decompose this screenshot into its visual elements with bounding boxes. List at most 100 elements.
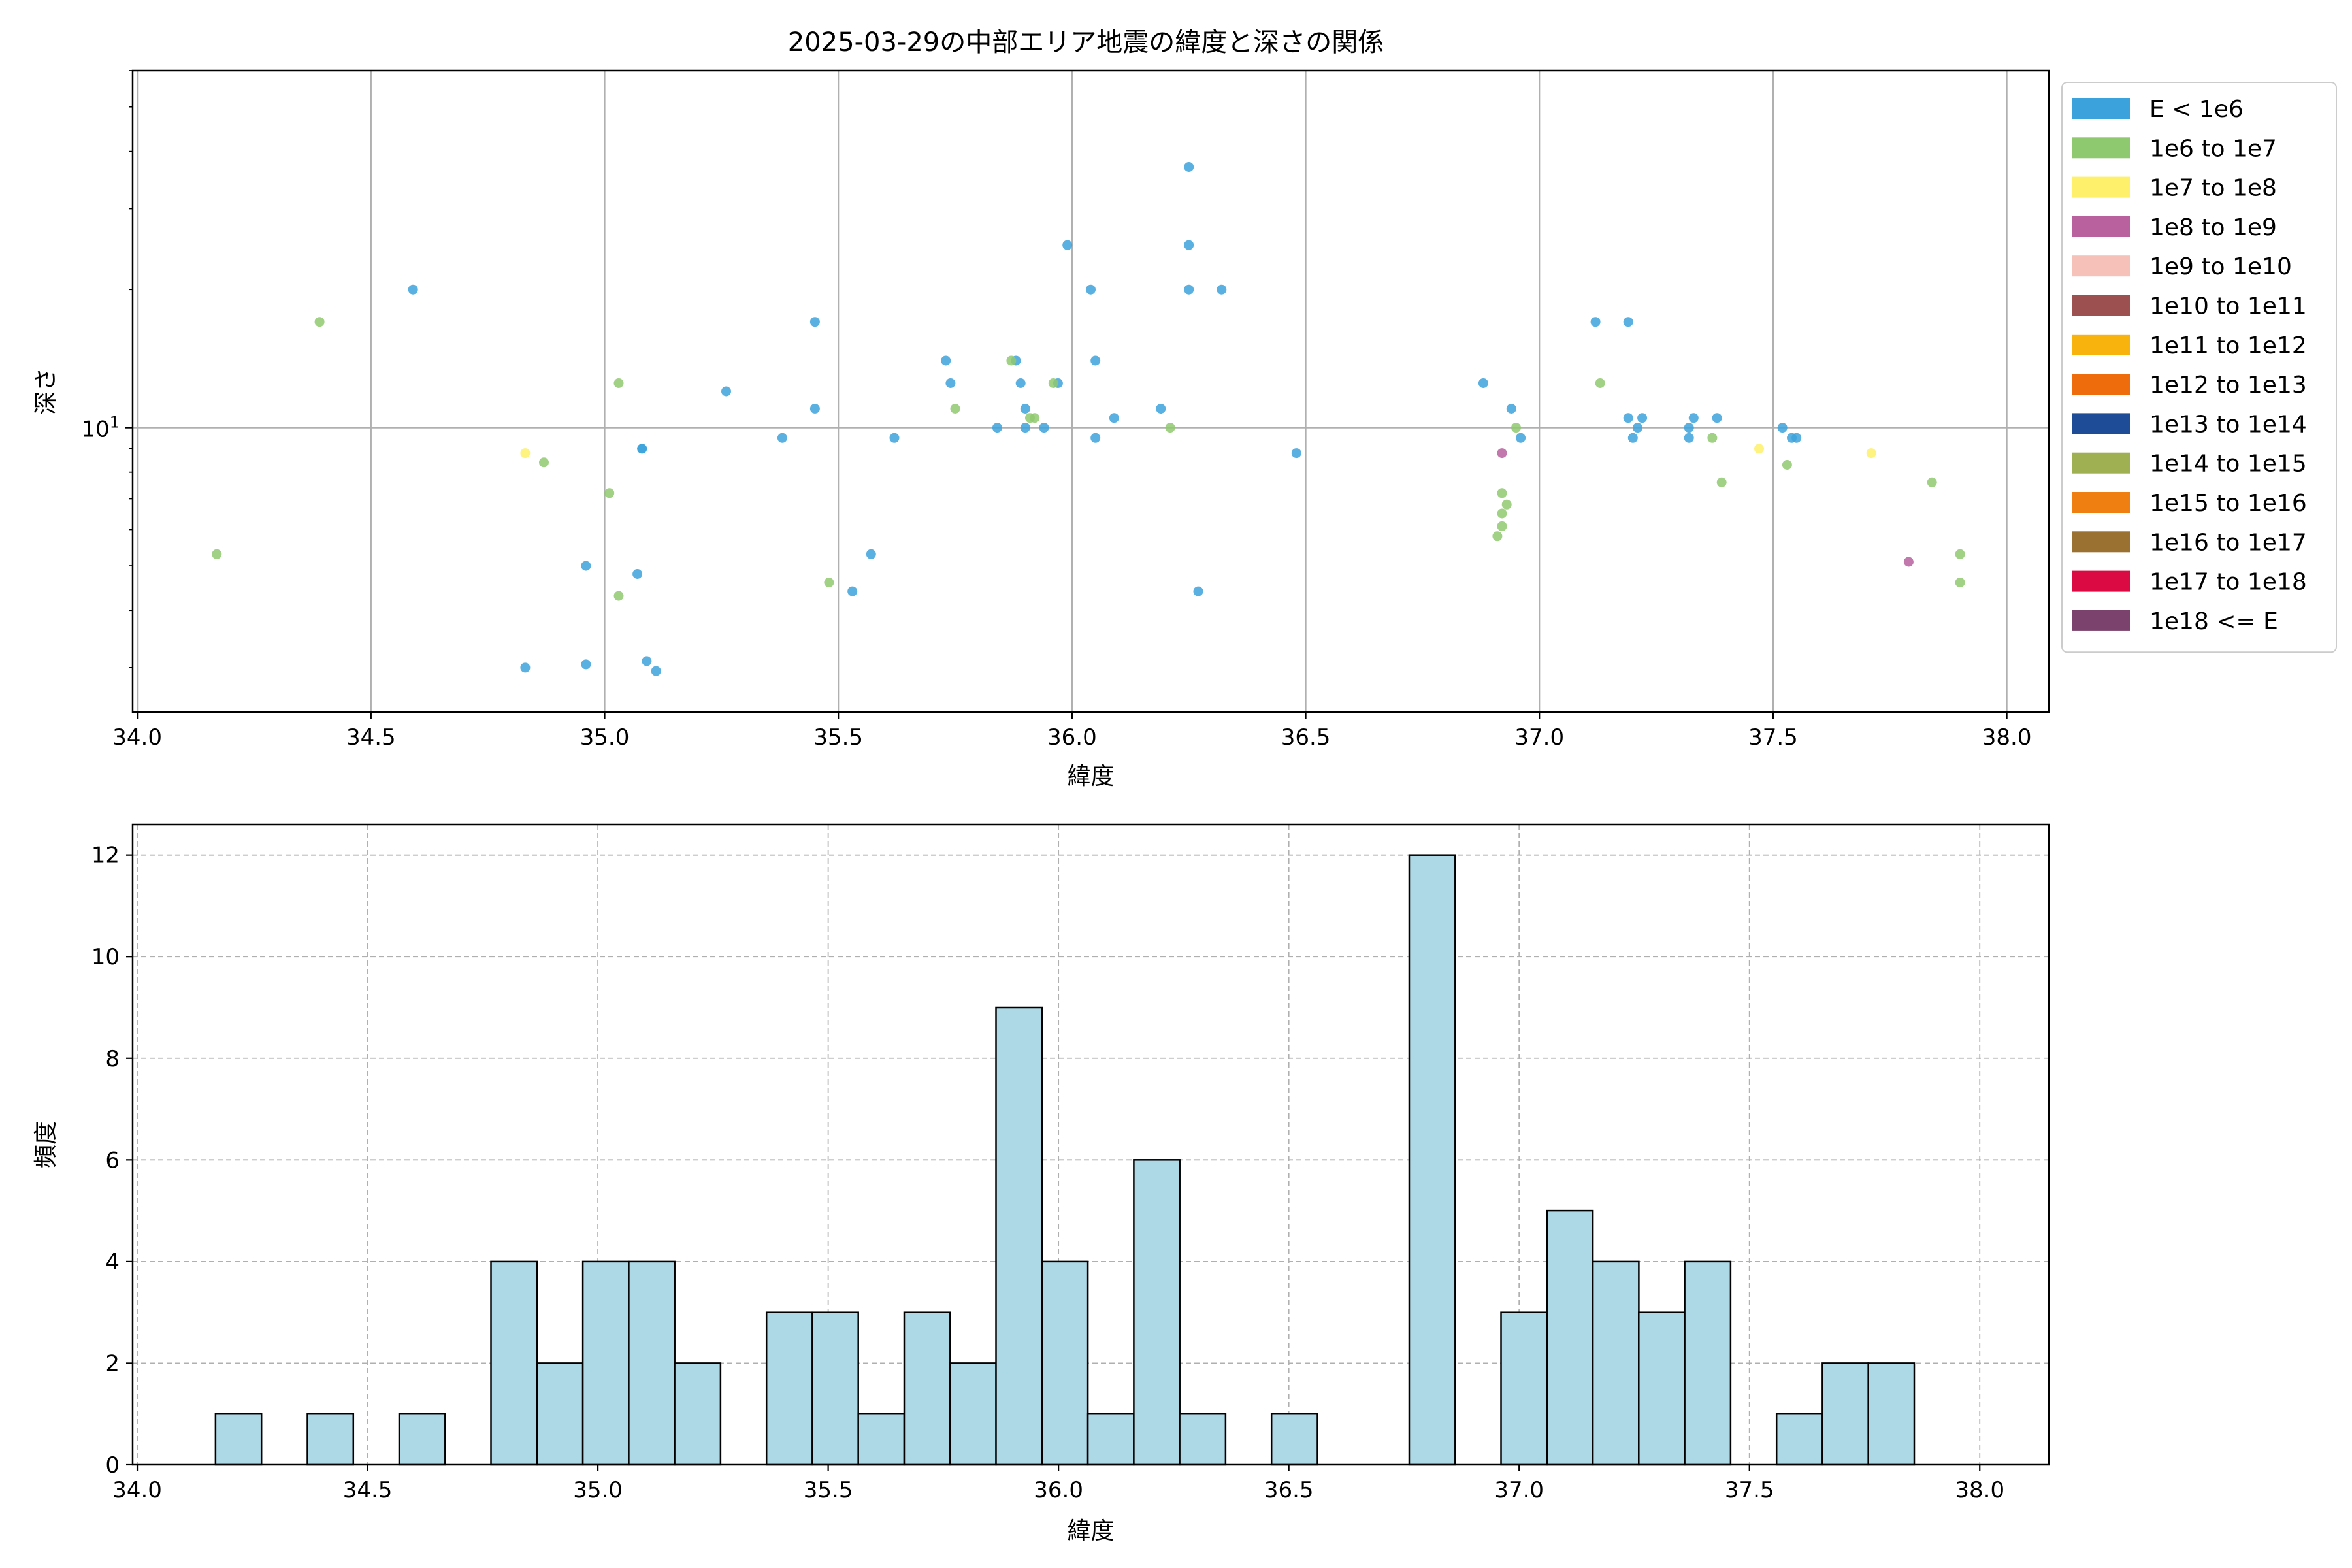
scatter-point — [992, 423, 1002, 433]
scatter-point — [1684, 433, 1694, 443]
legend-label: 1e11 to 1e12 — [2149, 333, 2307, 359]
legend-label: 1e18 <= E — [2149, 608, 2278, 635]
legend: E < 1e6 1e6 to 1e7 1e7 to 1e8 1e8 to 1e9 1e9… — [2061, 82, 2337, 653]
histogram-y-tick-label: 12 — [91, 843, 120, 869]
scatter-point — [941, 355, 951, 366]
scatter-x-tick-label: 38.0 — [1982, 725, 2032, 751]
histogram-x-tick-label: 36.0 — [1034, 1477, 1083, 1503]
histogram-bar — [811, 1311, 859, 1466]
histogram-y-tick-label: 0 — [105, 1452, 120, 1478]
legend-swatch — [2072, 216, 2130, 237]
histogram-y-tick-label: 2 — [105, 1350, 120, 1377]
legend-label: 1e15 to 1e16 — [2149, 490, 2307, 517]
scatter-point — [1062, 240, 1073, 250]
scatter-point — [1193, 586, 1203, 596]
legend-label: 1e13 to 1e14 — [2149, 411, 2307, 438]
scatter-plot-frame — [131, 69, 2050, 713]
legend-label: 1e17 to 1e18 — [2149, 569, 2307, 596]
scatter-point — [945, 378, 956, 388]
histogram-bar — [1270, 1413, 1318, 1466]
scatter-point — [889, 433, 900, 443]
legend-swatch — [2072, 374, 2130, 395]
histogram-x-tick-label: 37.5 — [1725, 1477, 1774, 1503]
histogram-bar — [995, 1006, 1043, 1466]
scatter-point — [1716, 477, 1727, 487]
scatter-point — [1684, 423, 1694, 433]
scatter-point — [212, 549, 222, 559]
legend-label: 1e16 to 1e17 — [2149, 529, 2307, 556]
scatter-x-tick-label: 34.0 — [112, 725, 162, 751]
scatter-point — [1501, 499, 1512, 510]
scatter-point — [1165, 423, 1175, 433]
scatter-point — [824, 578, 834, 587]
scatter-point — [809, 404, 820, 414]
scatter-point — [1927, 477, 1937, 487]
histogram-bar — [1775, 1413, 1823, 1466]
histogram-y-tick-label: 8 — [105, 1046, 120, 1072]
scatter-point — [1090, 433, 1101, 443]
histogram-bar — [306, 1413, 355, 1466]
scatter-point — [1595, 378, 1605, 388]
scatter-point — [1497, 488, 1507, 498]
scatter-chart-title: 2025-03-29の中部エリア地震の緯度と深さの関係 — [788, 27, 1384, 57]
scatter-point — [1006, 355, 1017, 366]
scatter-point — [1039, 423, 1049, 433]
scatter-point — [651, 666, 661, 676]
histogram-x-axis-label: 緯度 — [1067, 1518, 1114, 1544]
scatter-point — [1511, 423, 1521, 433]
scatter-point — [1156, 404, 1166, 414]
scatter-point — [1866, 448, 1876, 459]
legend-swatch — [2072, 452, 2130, 474]
scatter-point — [1712, 413, 1722, 423]
scatter-point — [1623, 317, 1633, 327]
legend-label: 1e12 to 1e13 — [2149, 372, 2307, 399]
histogram-bar — [1133, 1159, 1181, 1466]
histogram-bar — [1041, 1260, 1089, 1466]
histogram-bar — [628, 1260, 676, 1466]
scatter-point — [604, 488, 615, 498]
legend-label: 1e9 to 1e10 — [2149, 253, 2292, 280]
scatter-x-tick-label: 35.5 — [813, 725, 863, 751]
histogram-bar — [398, 1413, 446, 1466]
histogram-y-tick-label: 10 — [91, 944, 120, 970]
scatter-point — [1086, 284, 1096, 295]
histogram-bar — [1086, 1413, 1135, 1466]
scatter-point — [1048, 378, 1058, 388]
histogram-bar — [674, 1362, 722, 1466]
histogram-bar — [949, 1362, 997, 1466]
histogram-x-tick-label: 38.0 — [1955, 1477, 2004, 1503]
scatter-point — [1777, 423, 1788, 433]
scatter-point — [777, 433, 787, 443]
histogram-bar — [214, 1413, 263, 1466]
histogram-bar — [1592, 1260, 1640, 1466]
legend-swatch — [2072, 492, 2130, 513]
legend-label: 1e6 to 1e7 — [2149, 135, 2277, 162]
histogram-bar — [1867, 1362, 1916, 1466]
histogram-bar — [1179, 1413, 1227, 1466]
scatter-point — [1109, 413, 1119, 423]
scatter-point — [1492, 531, 1503, 542]
histogram-bar — [1546, 1209, 1594, 1466]
scatter-point — [632, 569, 643, 579]
histogram-bar — [903, 1311, 951, 1466]
scatter-point — [408, 284, 418, 295]
scatter-point — [1015, 378, 1026, 388]
histogram-bar — [490, 1260, 538, 1466]
histogram-plot-frame — [131, 823, 2050, 1466]
scatter-point — [950, 404, 960, 414]
legend-swatch — [2072, 295, 2130, 316]
histogram-bar — [765, 1311, 813, 1466]
histogram-bar — [1821, 1362, 1869, 1466]
scatter-point — [581, 659, 591, 670]
scatter-point — [1478, 378, 1488, 388]
histogram-bar — [1500, 1311, 1548, 1466]
scatter-point — [1955, 549, 1965, 559]
histogram-bar — [1638, 1311, 1686, 1466]
scatter-point — [520, 662, 531, 673]
scatter-point — [1633, 423, 1642, 433]
scatter-x-tick-label: 34.5 — [346, 725, 396, 751]
scatter-point — [1903, 557, 1914, 567]
legend-swatch — [2072, 413, 2130, 434]
scatter-point — [847, 586, 858, 596]
histogram-x-tick-label: 34.5 — [343, 1477, 393, 1503]
